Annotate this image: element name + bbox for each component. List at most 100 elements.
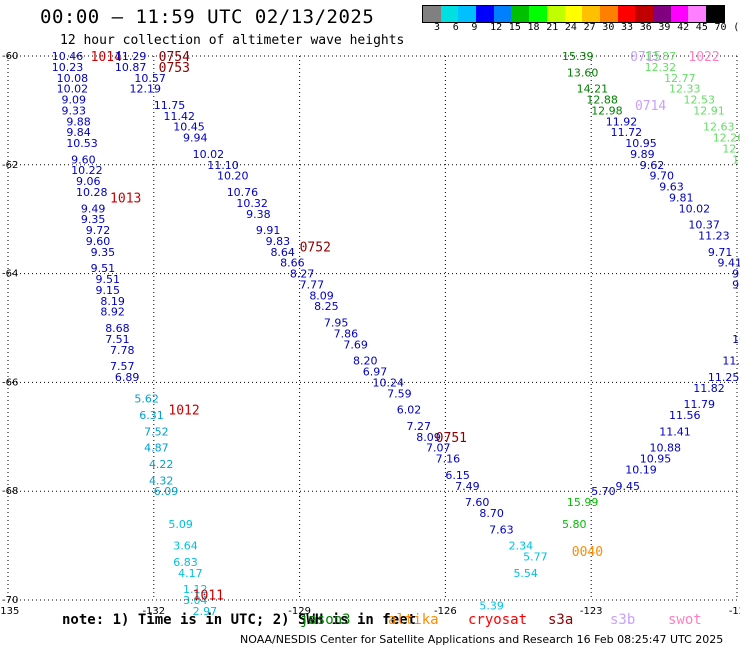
wave-height-point: 12.32: [645, 61, 677, 74]
legend-swatch: [423, 6, 441, 22]
wave-height-point: 9.91: [256, 224, 280, 237]
legend-swatch: [617, 6, 636, 22]
wave-height-point: 7.63: [489, 523, 514, 536]
chart-title: 00:00 — 11:59 UTC 02/13/2025: [40, 6, 375, 28]
wave-height-point: 12.98: [591, 104, 623, 117]
wave-height-point: 6.97: [363, 366, 388, 379]
x-tick-label: -135: [0, 606, 19, 617]
y-tick-label: -68: [2, 486, 18, 497]
wave-height-point: 11.82: [693, 382, 725, 395]
pass-time-label: 0753: [159, 61, 190, 76]
wave-height-point: 9.60: [71, 153, 96, 166]
wave-height-point: 7.78: [110, 344, 135, 357]
wave-height-point: 9.84: [66, 126, 91, 139]
legend-swatch: [458, 6, 477, 22]
wave-height-point: 10.02: [57, 83, 89, 96]
legend-label: 30: [602, 22, 615, 33]
wave-height-point: 5.70: [591, 485, 616, 498]
legend-label: 18: [527, 22, 540, 33]
wave-height-point: 9.72: [86, 224, 111, 237]
wave-height-point: 9.38: [246, 208, 271, 221]
x-tick-label: -12: [729, 606, 740, 617]
wave-height-point: 10.19: [625, 463, 657, 476]
wave-height-point: 8.66: [280, 257, 305, 270]
legend-label: 21: [546, 22, 559, 33]
wave-height-point: 10.08: [57, 72, 89, 85]
wave-height-point: 8.19: [100, 295, 125, 308]
wave-height-point: 7.60: [465, 496, 490, 509]
legend-label: 27: [583, 22, 596, 33]
wave-height-point: 1.12: [183, 583, 208, 596]
wave-height-point: 9.33: [61, 104, 86, 117]
wave-height-point: 11.79: [684, 398, 716, 411]
wave-height-point: 9.62: [640, 159, 665, 172]
wave-height-point: 7.95: [324, 317, 349, 330]
wave-height-point: 10.88: [650, 442, 682, 455]
wave-height-point: 8.27: [290, 268, 315, 281]
chart-subtitle: 12 hour collection of altimeter wave hei…: [60, 33, 405, 48]
wave-height-point: 7.69: [343, 338, 368, 351]
wave-height-point: 10.76: [227, 186, 259, 199]
wave-height-point: 9.94: [183, 132, 208, 145]
satellite-label-swot: swot: [668, 612, 702, 628]
pass-time-label: 0715: [630, 50, 661, 65]
wave-height-point: 9.89: [630, 148, 655, 161]
wave-height-point: 10.53: [66, 137, 98, 150]
wave-height-point: 10.24: [373, 376, 405, 389]
satellite-label-s3a: s3a: [548, 612, 574, 628]
wave-height-point: 10.28: [76, 186, 108, 199]
wave-height-point: 12.53: [684, 94, 716, 107]
wave-height-point: 9.09: [61, 94, 86, 107]
wave-height-point: 9.70: [650, 170, 675, 183]
wave-height-point: 6.31: [139, 409, 164, 422]
wave-height-point: 14.21: [577, 83, 609, 96]
legend-label: 42: [677, 22, 690, 33]
wave-height-point: 10.22: [71, 164, 103, 177]
wave-height-point: 13.87: [645, 50, 677, 63]
wave-height-point: 6.89: [115, 371, 140, 384]
satellite-label-jason3: jason3: [300, 612, 351, 628]
pass-time-label: 1022: [688, 50, 719, 65]
legend-label: 3: [434, 22, 441, 33]
wave-height-point: 11.42: [164, 110, 196, 123]
satellite-label-cryosat: cryosat: [468, 612, 528, 628]
legend-swatch: [529, 6, 547, 22]
note-text: note: 1) Time is in UTC; 2) SWH is in fe…: [62, 612, 417, 628]
wave-height-point: 9.81: [669, 191, 694, 204]
legend-label: 15: [508, 22, 521, 33]
legend-swatch: [440, 6, 459, 22]
legend-swatch: [511, 6, 530, 22]
wave-height-point: 9.41: [718, 257, 740, 270]
pass-time-label: 0754: [159, 50, 190, 65]
wave-height-point: 11.72: [611, 126, 643, 139]
color-scale-legend: [422, 5, 725, 23]
wave-height-point: 4.32: [149, 474, 174, 487]
wave-height-point: 9.88: [66, 115, 91, 128]
wave-height-point: 12.91: [693, 104, 725, 117]
wave-height-point: 10.95: [625, 137, 657, 150]
wave-height-point: 7.86: [334, 327, 359, 340]
legend-label: 45: [695, 22, 708, 33]
wave-height-point: 8.25: [314, 300, 339, 313]
wave-height-point: 10.02: [193, 148, 225, 161]
wave-height-point: 9.45: [616, 480, 641, 493]
wave-height-point: 10.: [732, 333, 740, 346]
y-tick-label: -60: [2, 51, 18, 62]
wave-height-point: 10.46: [52, 50, 84, 63]
legend-label: 12: [490, 22, 503, 33]
wave-height-point: 10.95: [640, 453, 672, 466]
legend-label: 24: [564, 22, 577, 33]
wave-height-point: 12.1: [722, 142, 740, 155]
wave-height-point: 11.75: [154, 99, 186, 112]
legend-swatch: [564, 6, 583, 22]
pass-time-label: 0751: [436, 431, 467, 446]
wave-height-point: 5.39: [479, 599, 504, 612]
wave-height-point: 11.23: [698, 230, 730, 243]
wave-height-point: 12.33: [669, 83, 701, 96]
wave-height-point: 11.56: [669, 409, 701, 422]
wave-height-point: 11.92: [606, 115, 638, 128]
legend-label: 39: [658, 22, 671, 33]
x-tick-label: -123: [580, 606, 603, 617]
wave-height-point: 9.83: [266, 235, 291, 248]
